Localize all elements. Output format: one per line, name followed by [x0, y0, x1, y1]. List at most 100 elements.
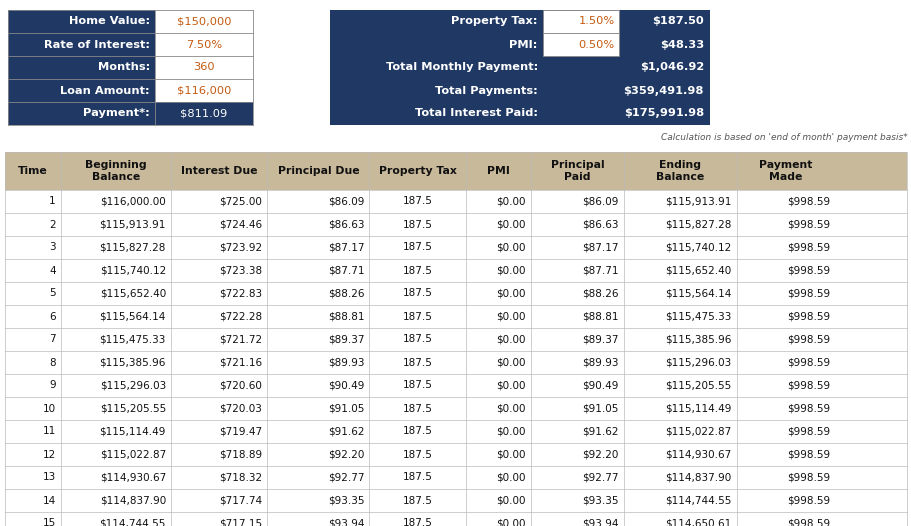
Text: 6: 6: [49, 311, 56, 321]
Bar: [5, 152, 906, 190]
Text: $115,385.96: $115,385.96: [99, 358, 166, 368]
Text: $0.00: $0.00: [496, 450, 526, 460]
Text: 0.50%: 0.50%: [578, 39, 614, 49]
Text: 187.5: 187.5: [403, 495, 432, 505]
Text: $87.71: $87.71: [581, 266, 618, 276]
Text: $187.50: $187.50: [651, 16, 703, 26]
Text: $1,046.92: $1,046.92: [639, 63, 703, 73]
Text: $88.26: $88.26: [581, 288, 618, 298]
Text: $90.49: $90.49: [582, 380, 618, 390]
Text: 7: 7: [49, 335, 56, 345]
Text: $88.81: $88.81: [328, 311, 364, 321]
Text: $720.60: $720.60: [220, 380, 262, 390]
Text: Payment: Payment: [758, 160, 812, 170]
Text: Total Monthly Payment:: Total Monthly Payment:: [385, 63, 537, 73]
Text: $115,913.91: $115,913.91: [99, 219, 166, 229]
Text: Principal Due: Principal Due: [277, 166, 359, 176]
Text: $114,930.67: $114,930.67: [664, 450, 731, 460]
Text: $90.49: $90.49: [328, 380, 364, 390]
Text: Paid: Paid: [563, 172, 590, 182]
Text: Calculation is based on 'end of month' payment basis*: Calculation is based on 'end of month' p…: [660, 134, 907, 143]
Text: $998.59: $998.59: [786, 519, 829, 526]
Text: $998.59: $998.59: [786, 311, 829, 321]
Text: 187.5: 187.5: [403, 403, 432, 413]
Text: $722.83: $722.83: [220, 288, 262, 298]
Text: $115,475.33: $115,475.33: [99, 335, 166, 345]
Text: 360: 360: [193, 63, 215, 73]
Text: 187.5: 187.5: [403, 358, 432, 368]
Text: $0.00: $0.00: [496, 311, 526, 321]
Text: 187.5: 187.5: [403, 311, 432, 321]
Text: $92.20: $92.20: [328, 450, 364, 460]
Text: 15: 15: [43, 519, 56, 526]
Text: $115,564.14: $115,564.14: [99, 311, 166, 321]
Text: $723.92: $723.92: [220, 242, 262, 252]
Text: $150,000: $150,000: [177, 16, 231, 26]
Text: $92.77: $92.77: [328, 472, 364, 482]
Text: $115,475.33: $115,475.33: [664, 311, 731, 321]
Text: 7.50%: 7.50%: [186, 39, 221, 49]
Text: $87.17: $87.17: [328, 242, 364, 252]
Text: $0.00: $0.00: [496, 472, 526, 482]
Text: $998.59: $998.59: [786, 450, 829, 460]
Text: 187.5: 187.5: [403, 380, 432, 390]
Text: $720.03: $720.03: [220, 403, 262, 413]
Text: Interest Due: Interest Due: [180, 166, 257, 176]
Text: $115,913.91: $115,913.91: [664, 197, 731, 207]
Text: $114,837.90: $114,837.90: [664, 472, 731, 482]
Text: $717.15: $717.15: [220, 519, 262, 526]
Text: 187.5: 187.5: [403, 219, 432, 229]
Text: $91.05: $91.05: [328, 403, 364, 413]
Text: $87.71: $87.71: [328, 266, 364, 276]
Text: 3: 3: [49, 242, 56, 252]
Text: 14: 14: [43, 495, 56, 505]
Text: $724.46: $724.46: [220, 219, 262, 229]
Text: $998.59: $998.59: [786, 403, 829, 413]
Bar: [155, 102, 252, 125]
Text: PMI: PMI: [486, 166, 509, 176]
Text: 8: 8: [49, 358, 56, 368]
Text: $998.59: $998.59: [786, 242, 829, 252]
Text: $93.94: $93.94: [328, 519, 364, 526]
Text: $116,000: $116,000: [177, 86, 230, 96]
Text: $998.59: $998.59: [786, 472, 829, 482]
Text: Total Payments:: Total Payments:: [435, 86, 537, 96]
Text: 4: 4: [49, 266, 56, 276]
Text: $48.33: $48.33: [659, 39, 703, 49]
Text: $93.35: $93.35: [328, 495, 364, 505]
Text: $998.59: $998.59: [786, 427, 829, 437]
Text: $93.94: $93.94: [581, 519, 618, 526]
Text: $115,827.28: $115,827.28: [664, 219, 731, 229]
Text: $115,564.14: $115,564.14: [664, 288, 731, 298]
Text: 12: 12: [43, 450, 56, 460]
Text: $998.59: $998.59: [786, 380, 829, 390]
Text: 187.5: 187.5: [403, 472, 432, 482]
Text: $88.81: $88.81: [581, 311, 618, 321]
Text: Months:: Months:: [97, 63, 149, 73]
Text: $0.00: $0.00: [496, 358, 526, 368]
Text: $717.74: $717.74: [220, 495, 262, 505]
Text: 1: 1: [49, 197, 56, 207]
Text: $115,022.87: $115,022.87: [99, 450, 166, 460]
Text: 11: 11: [43, 427, 56, 437]
Text: Balance: Balance: [92, 172, 140, 182]
Text: $115,740.12: $115,740.12: [664, 242, 731, 252]
Text: 10: 10: [43, 403, 56, 413]
Text: $92.77: $92.77: [581, 472, 618, 482]
Text: Principal: Principal: [550, 160, 603, 170]
Text: $0.00: $0.00: [496, 197, 526, 207]
Text: $115,296.03: $115,296.03: [99, 380, 166, 390]
Text: $115,296.03: $115,296.03: [664, 358, 731, 368]
Text: Home Value:: Home Value:: [69, 16, 149, 26]
Text: 5: 5: [49, 288, 56, 298]
Text: $721.16: $721.16: [220, 358, 262, 368]
Text: 187.5: 187.5: [403, 242, 432, 252]
Text: $89.37: $89.37: [328, 335, 364, 345]
Text: $0.00: $0.00: [496, 403, 526, 413]
Text: $114,930.67: $114,930.67: [99, 472, 166, 482]
Text: Payment*:: Payment*:: [83, 108, 149, 118]
Text: $721.72: $721.72: [220, 335, 262, 345]
Text: $88.26: $88.26: [328, 288, 364, 298]
Text: $998.59: $998.59: [786, 358, 829, 368]
Text: $811.09: $811.09: [180, 108, 228, 118]
